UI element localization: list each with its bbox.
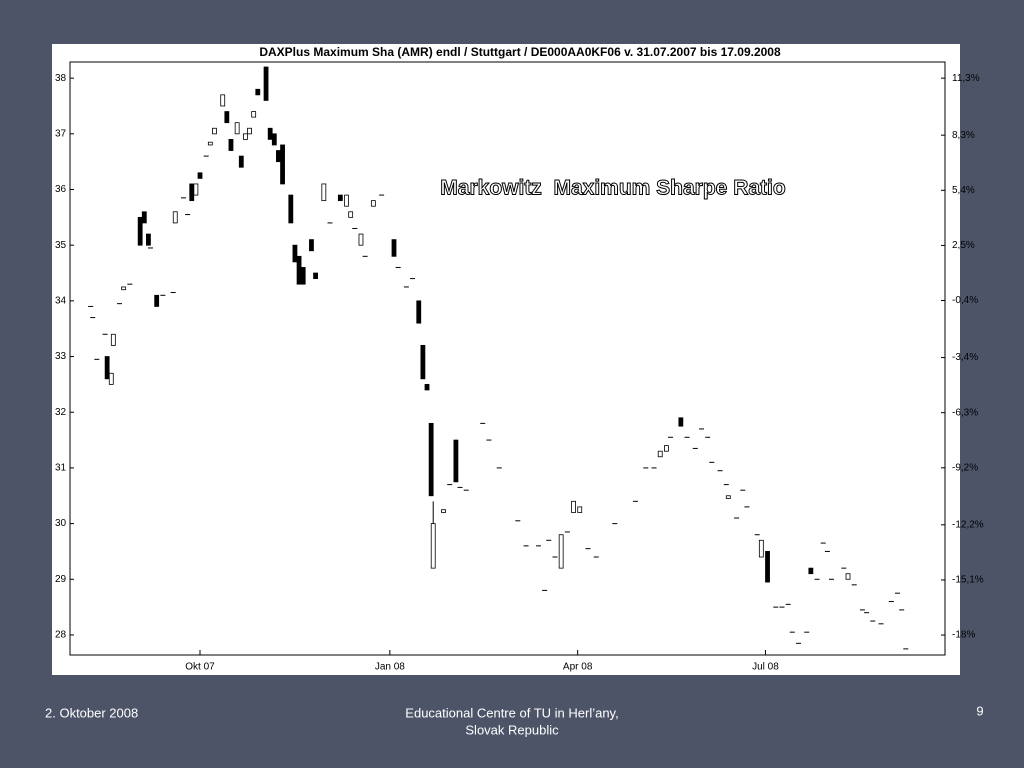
footer-institution: Slovak Republic <box>465 722 559 737</box>
y2-tick-label: 2,5% <box>952 240 975 251</box>
y-tick-label: 38 <box>55 73 67 84</box>
candle-body <box>309 239 314 252</box>
candle-body <box>657 450 663 458</box>
candle-body <box>220 94 226 107</box>
x-tick-label: Jan 08 <box>375 662 405 673</box>
y2-tick-label: -9,2% <box>952 462 978 473</box>
candle-body <box>207 141 213 146</box>
candle-body <box>224 111 230 124</box>
page-number: 9 <box>976 703 983 718</box>
candle-body <box>758 539 764 558</box>
candle-body <box>110 333 116 346</box>
candle-body <box>251 111 257 118</box>
candle-body <box>263 66 269 101</box>
y-tick-label: 34 <box>55 296 67 307</box>
candle-body <box>267 127 273 140</box>
candle-body <box>321 183 327 202</box>
y-tick-label: 36 <box>55 184 67 195</box>
candle-body <box>391 239 397 257</box>
candle-body <box>300 267 306 285</box>
candle-body <box>154 294 160 307</box>
candle-body <box>337 194 343 202</box>
candle-body <box>441 509 446 513</box>
y2-tick-label: 11,3% <box>952 73 980 84</box>
candle-body <box>428 422 434 497</box>
y-tick-label: 29 <box>55 574 67 585</box>
candle-body <box>212 127 217 135</box>
candle-body <box>664 445 669 452</box>
y2-tick-label: -15,1% <box>952 575 984 586</box>
chart-title: DAXPlus Maximum Sha (AMR) endl / Stuttga… <box>259 45 781 59</box>
candle-body <box>276 150 281 163</box>
candle-body <box>141 211 147 224</box>
candle-body <box>577 506 583 513</box>
candle-body <box>255 88 261 96</box>
candle-body <box>193 183 199 196</box>
candle-body <box>296 255 302 285</box>
y-tick-label: 28 <box>55 630 67 641</box>
candle-body <box>172 211 178 224</box>
candle-body <box>348 211 354 218</box>
x-tick-label: Apr 08 <box>563 662 593 673</box>
candle-body <box>358 233 364 246</box>
x-tick-label: Okt 07 <box>185 662 215 673</box>
y-tick-label: 32 <box>55 407 67 418</box>
footer-institution: Educational Centre of TU in Herl’any, <box>405 705 618 720</box>
y2-tick-label: -18% <box>952 630 975 641</box>
candle-body <box>370 200 376 207</box>
candle-body <box>416 300 422 324</box>
y2-tick-label: -3,4% <box>952 352 978 363</box>
y-tick-label: 31 <box>55 463 67 474</box>
candle-body <box>845 573 851 580</box>
candle-body <box>271 133 277 146</box>
y2-tick-label: -6,3% <box>952 407 978 418</box>
candle-body <box>725 495 731 499</box>
candle-body <box>121 286 127 291</box>
annotation: Markowitz Maximum Sharpe Ratio <box>440 177 785 200</box>
candle-body <box>234 122 240 135</box>
y-tick-label: 30 <box>55 518 67 529</box>
candle-body <box>313 272 318 279</box>
candle-body <box>453 439 459 483</box>
y-tick-label: 37 <box>55 128 67 139</box>
candle-body <box>288 194 294 224</box>
candle-body <box>571 500 576 513</box>
chart-panel <box>52 44 960 675</box>
y2-tick-label: 5,4% <box>952 185 975 196</box>
candle-body <box>292 244 298 263</box>
y-tick-label: 35 <box>55 240 67 251</box>
candle-body <box>108 372 114 385</box>
candle-body <box>424 383 430 391</box>
candle-body <box>344 194 349 207</box>
candle-body <box>243 133 248 140</box>
candle-body <box>137 216 143 246</box>
y-tick-label: 33 <box>55 351 67 362</box>
candle-body <box>104 356 110 380</box>
footer-date: 2. Oktober 2008 <box>45 705 138 720</box>
candle-body <box>808 567 814 575</box>
candle-body <box>247 127 252 135</box>
candle-body <box>430 523 436 569</box>
y2-tick-label: -0,4% <box>952 295 978 306</box>
candle-body <box>280 144 285 185</box>
plot-frame <box>69 61 946 656</box>
y2-tick-label: 8,3% <box>952 130 975 141</box>
candle-body <box>197 172 203 179</box>
candle-body <box>228 138 234 151</box>
y2-tick-label: -12,2% <box>952 519 984 530</box>
candle-body <box>146 233 151 246</box>
candle-body <box>678 417 684 427</box>
candle-body <box>765 551 770 583</box>
candle-body <box>189 183 195 202</box>
candle-body <box>558 534 564 569</box>
candle-body <box>420 345 426 380</box>
x-tick-label: Jul 08 <box>752 662 779 673</box>
candle-body <box>238 155 244 168</box>
